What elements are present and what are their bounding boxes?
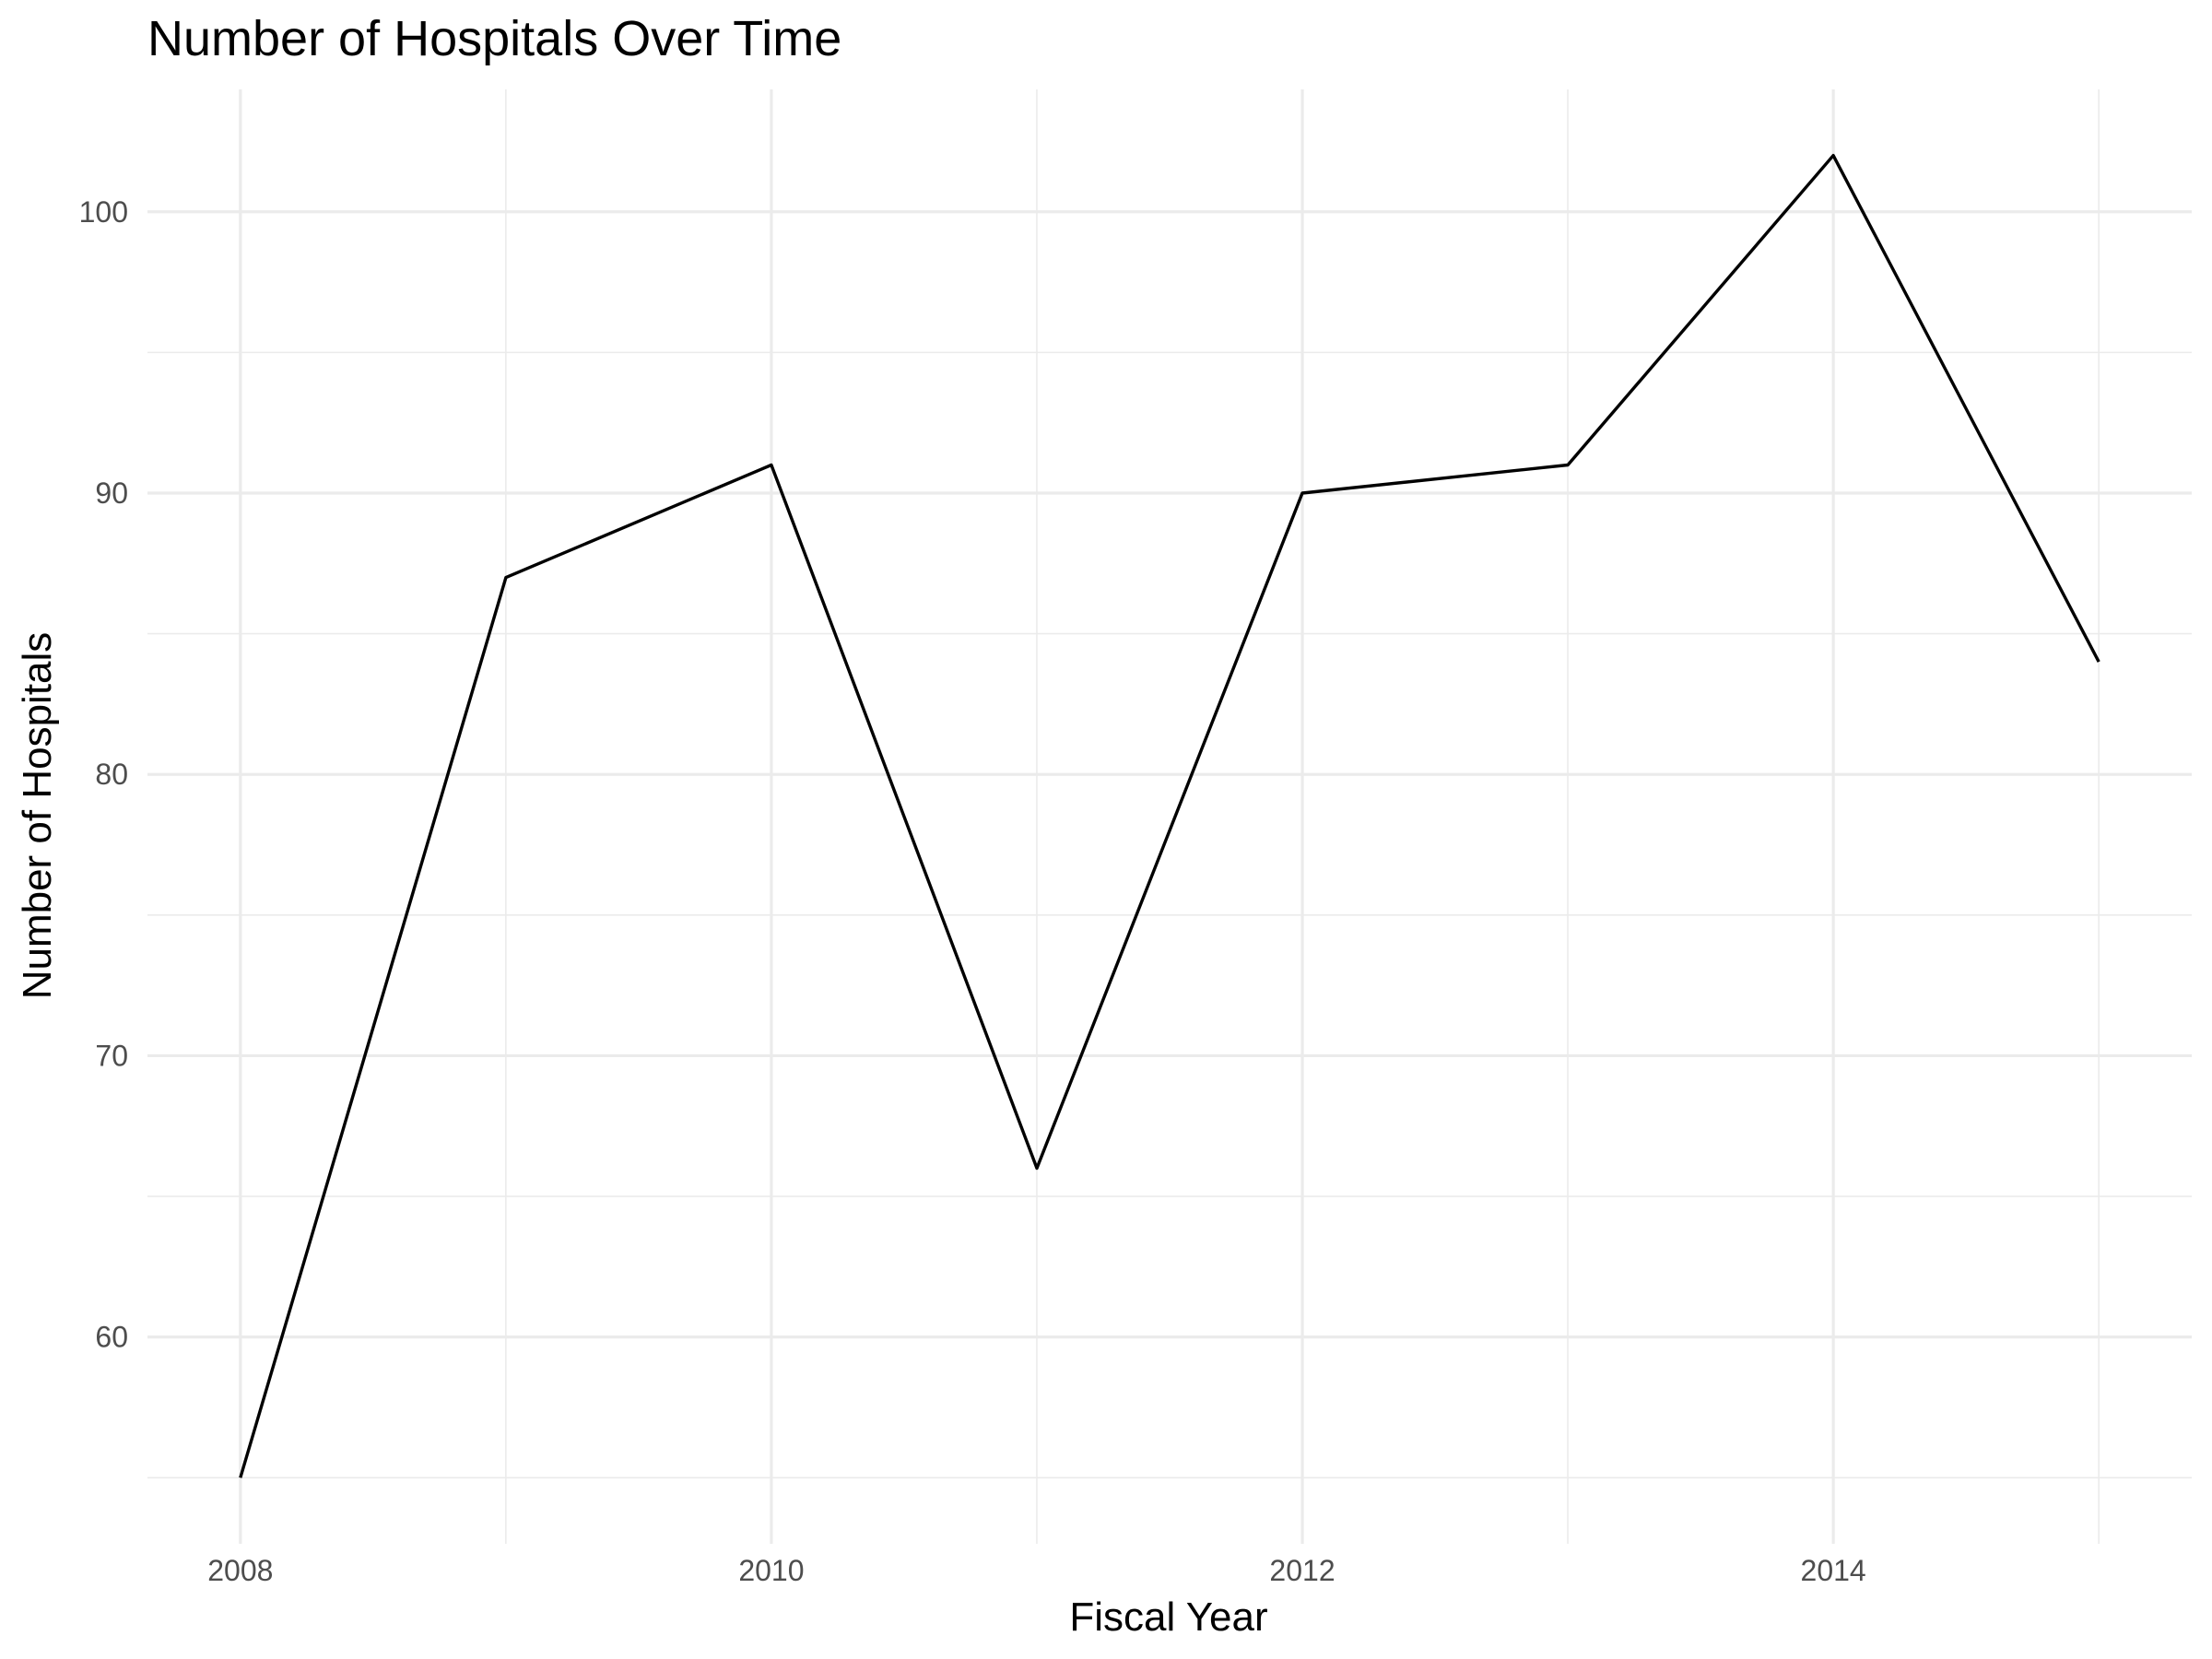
x-tick-label: 2010: [738, 1554, 804, 1587]
x-axis-title: Fiscal Year: [1069, 1594, 1267, 1640]
x-tick-label: 2008: [207, 1554, 273, 1587]
minor-y-gridlines: [147, 351, 2192, 1479]
x-axis-tick-labels: 2008 2010 2012 2014: [207, 1554, 1865, 1587]
y-tick-label: 100: [79, 195, 128, 229]
major-x-gridlines: [239, 89, 1835, 1544]
y-axis-tick-labels: 60 70 80 90 100: [79, 195, 128, 1354]
series-line-hospitals: [239, 154, 2100, 1478]
minor-x-gridlines: [505, 89, 2100, 1544]
major-y-gridlines: [147, 210, 2192, 1339]
x-tick-label: 2012: [1269, 1554, 1335, 1587]
y-axis-title: Number of Hospitals: [15, 632, 60, 1000]
y-tick-label: 80: [95, 758, 128, 791]
y-tick-label: 60: [95, 1321, 128, 1354]
x-tick-label: 2014: [1801, 1554, 1866, 1587]
y-tick-label: 70: [95, 1039, 128, 1072]
chart-title: Number of Hospitals Over Time: [147, 11, 841, 66]
y-tick-label: 90: [95, 477, 128, 510]
